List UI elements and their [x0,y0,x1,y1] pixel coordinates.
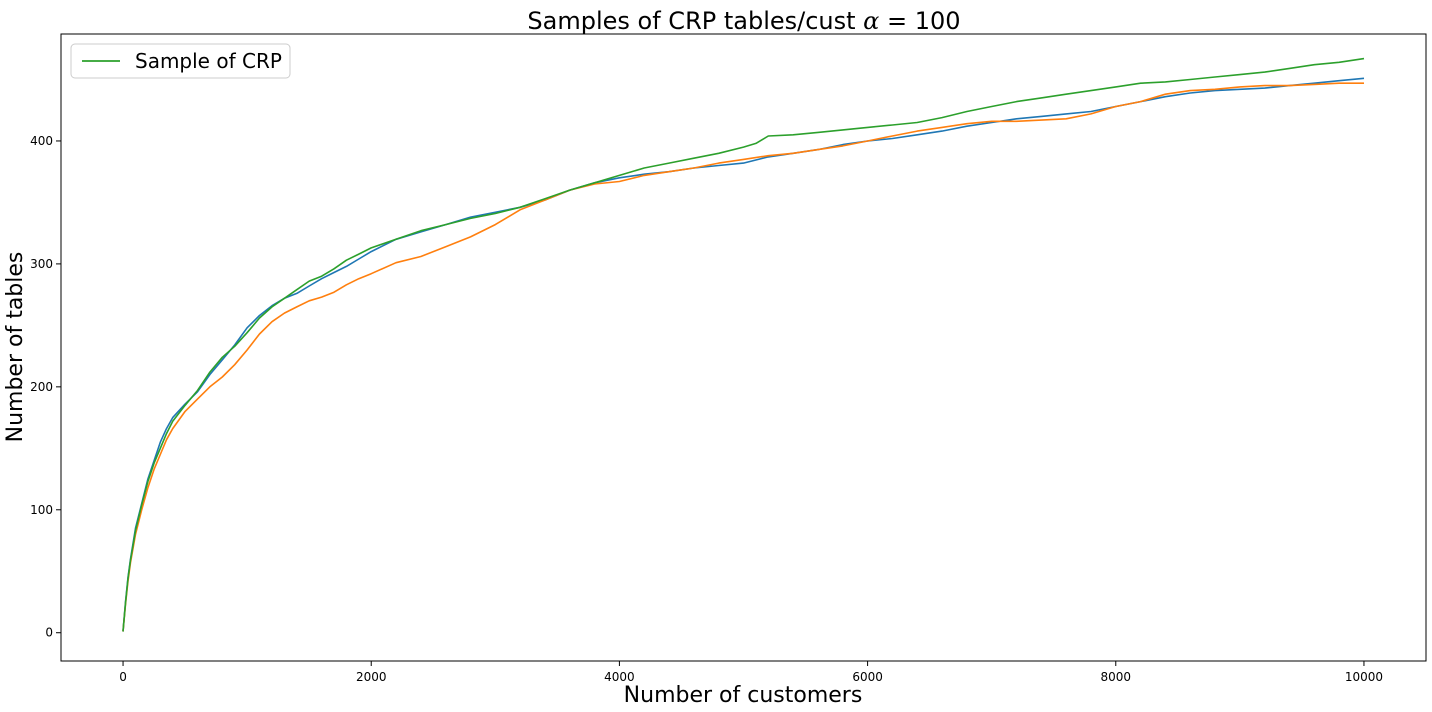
y-axis-label: Number of tables [3,252,28,443]
series-layer [122,57,1365,632]
y-axis: 0 100 200 300 400 [30,134,61,640]
series-line-1 [122,77,1365,632]
y-tick-label: 200 [30,380,53,394]
series-line-3 [122,57,1365,632]
x-axis-label: Number of customers [624,683,863,708]
y-tick-label: 100 [30,503,53,517]
y-tick-label: 300 [30,257,53,271]
legend-box [70,43,291,79]
x-axis: 0 2000 4000 6000 8000 10000 [119,661,1383,684]
legend-label-sample-of-crp: Sample of CRP [135,49,282,73]
plot-area-frame [60,33,1427,662]
legend: Sample of CRP [70,43,291,79]
y-tick-label: 400 [30,134,53,148]
chart-title: Samples of CRP tables/cust α = 100 [527,7,960,35]
x-tick-label: 8000 [1100,670,1131,684]
series-line-2 [122,82,1364,632]
x-tick-label: 4000 [604,670,635,684]
x-tick-label: 2000 [356,670,387,684]
x-tick-label: 10000 [1345,670,1383,684]
y-tick-label: 0 [45,626,53,640]
x-tick-label: 6000 [852,670,883,684]
x-tick-label: 0 [119,670,127,684]
